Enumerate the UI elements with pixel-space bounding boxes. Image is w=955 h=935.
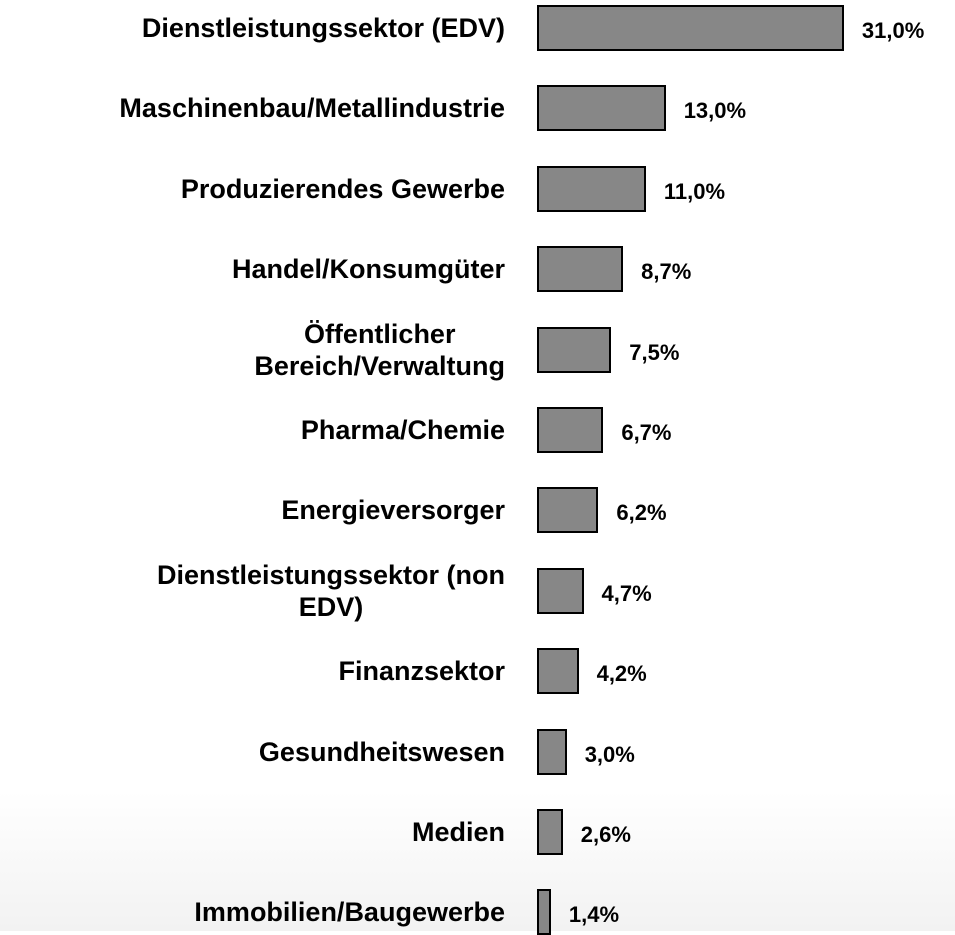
value-label: 11,0% <box>663 178 726 204</box>
category-label: Energieversorger <box>281 495 505 526</box>
category-label: Handel/Konsumgüter <box>231 254 505 285</box>
bar <box>537 326 612 373</box>
category-label: Produzierendes Gewerbe <box>180 173 505 204</box>
value-label: 6,2% <box>616 500 667 526</box>
value-label: 4,2% <box>596 661 647 687</box>
category-label: Dienstleistungssektor (EDV) <box>141 13 505 43</box>
value-label: 4,7% <box>601 580 652 606</box>
category-label: Immobilien/Baugewerbe <box>194 897 505 928</box>
category-label: Finanzsektor <box>338 656 505 687</box>
bar <box>537 889 551 935</box>
bar <box>537 487 599 534</box>
category-label: Pharma/Chemie <box>300 415 505 445</box>
value-label: 3,0% <box>584 741 635 767</box>
bar <box>537 246 624 293</box>
value-label: 31,0% <box>861 18 925 43</box>
category-label: Gesundheitswesen <box>258 736 505 767</box>
bar <box>537 567 584 614</box>
bar <box>537 85 666 132</box>
bar <box>537 5 844 51</box>
category-label: Maschinenbau/Metallindustrie <box>119 93 505 124</box>
value-label: 6,7% <box>621 420 672 445</box>
value-label: 2,6% <box>580 822 631 847</box>
category-label: Medien <box>411 817 505 847</box>
category-label: Dienstleistungssektor (non EDV) <box>156 559 505 622</box>
bar <box>537 165 646 212</box>
value-label: 8,7% <box>641 259 692 285</box>
bar <box>537 809 563 855</box>
value-label: 13,0% <box>683 98 747 124</box>
value-label: 1,4% <box>568 902 620 928</box>
value-label: 7,5% <box>629 339 680 365</box>
bar <box>537 728 567 775</box>
bar <box>537 648 579 695</box>
bar <box>537 407 604 453</box>
category-label: Öffentlicher Bereich/Verwaltung <box>254 318 505 381</box>
